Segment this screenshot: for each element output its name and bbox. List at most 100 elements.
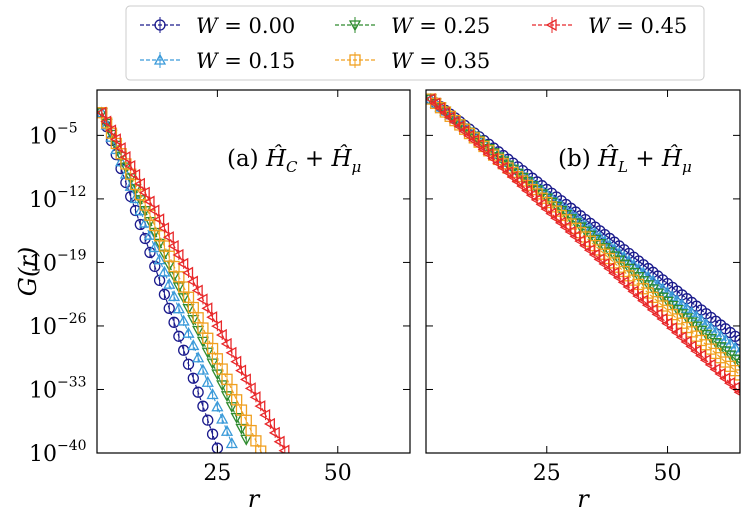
data-point [482, 147, 494, 161]
data-point [511, 175, 523, 188]
legend: W = 0.00 W = 0.15 W = 0.25 W = 0.35 W = 0.45 [125, 5, 705, 81]
data-point [709, 363, 721, 376]
data-point [574, 235, 586, 248]
data-point [191, 284, 203, 297]
y-tick-label: 10 [29, 188, 57, 213]
data-point [699, 354, 711, 367]
data-point [472, 138, 484, 152]
data-point [477, 143, 489, 156]
data-point [569, 230, 581, 243]
data-point [230, 355, 242, 368]
data-point [196, 363, 210, 375]
data-point [168, 316, 180, 328]
data-point [182, 326, 195, 338]
data-point [426, 92, 436, 106]
plot-area [97, 106, 290, 466]
data-point [129, 192, 142, 204]
data-point [244, 382, 256, 395]
data-point [254, 400, 266, 413]
data-point [163, 302, 175, 314]
panel-annotation: (a) ĤC + Ĥμ [227, 145, 361, 176]
data-point [680, 335, 692, 349]
data-point [733, 358, 740, 370]
data-point [177, 257, 189, 270]
legend-marker [545, 18, 557, 32]
data-point [458, 125, 470, 138]
data-point [641, 299, 653, 312]
data-point [734, 369, 740, 381]
data-point [124, 179, 137, 191]
data-point [530, 193, 542, 207]
data-point [506, 170, 518, 184]
data-point [467, 134, 479, 147]
data-point [666, 290, 679, 302]
y-tick-label: 10 [29, 251, 57, 276]
data-point [671, 294, 684, 306]
data-point [172, 248, 184, 262]
data-point [535, 198, 547, 211]
data-point [206, 428, 219, 440]
x-tick-label: 50 [654, 461, 682, 486]
data-point [661, 317, 673, 330]
data-point [158, 265, 171, 277]
data-point [259, 408, 271, 422]
data-point [608, 267, 620, 280]
data-point [109, 133, 121, 146]
legend-label: W = 0.35 [391, 49, 490, 73]
legend-entry: W = 0.35 [335, 49, 490, 73]
x-tick-label: 25 [203, 461, 231, 486]
axes-frame [96, 89, 411, 454]
data-point [153, 253, 166, 265]
data-point [215, 328, 227, 342]
data-point [182, 358, 195, 370]
data-point [593, 253, 605, 266]
legend-entry: W = 0.45 [532, 14, 687, 38]
data-point [554, 216, 566, 229]
data-point [603, 262, 615, 275]
data-point [178, 344, 190, 356]
data-point [192, 386, 204, 398]
data-point [651, 308, 663, 321]
y-tick-exponent: −19 [57, 247, 87, 263]
data-point [119, 151, 131, 164]
legend-marker [349, 54, 361, 66]
y-tick-label: 10 [29, 378, 57, 403]
data-point [695, 313, 708, 325]
series-line [430, 98, 740, 341]
data-point [540, 202, 552, 216]
legend-entry: W = 0.15 [140, 49, 295, 73]
data-point [211, 320, 223, 333]
data-point [675, 298, 689, 310]
data-point [443, 111, 455, 124]
data-point [516, 180, 528, 193]
data-point [632, 290, 644, 303]
data-point [149, 260, 161, 273]
data-point [239, 373, 251, 386]
data-point [134, 177, 145, 190]
data-point [496, 161, 508, 174]
x-axis-label: r [248, 485, 261, 513]
data-point [438, 106, 450, 119]
data-point [685, 305, 698, 317]
x-tick-label: 25 [533, 461, 561, 486]
data-point [525, 189, 537, 202]
data-point [261, 456, 271, 466]
data-point [714, 367, 726, 381]
y-tick-exponent: −26 [57, 311, 87, 327]
series-0.45 [426, 92, 740, 398]
data-point [206, 388, 219, 400]
data-point [622, 280, 634, 294]
data-point [97, 106, 107, 119]
data-point [501, 166, 513, 179]
data-point [148, 241, 161, 253]
data-point [690, 345, 702, 358]
data-point [105, 124, 117, 137]
data-point [187, 372, 199, 384]
data-point [163, 277, 176, 289]
data-point [617, 276, 629, 289]
y-tick-exponent: −5 [57, 120, 78, 136]
data-point [463, 129, 475, 142]
data-point [202, 414, 214, 426]
data-point [695, 349, 707, 362]
